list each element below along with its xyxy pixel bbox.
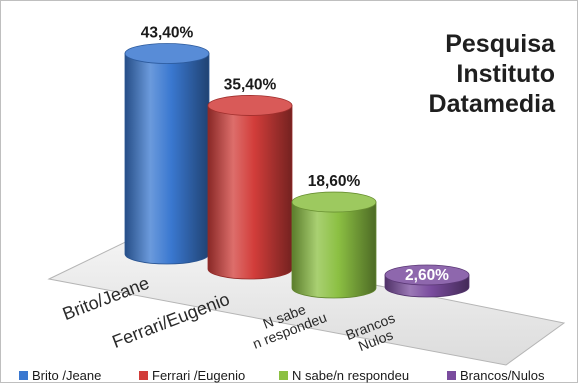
- legend-swatch: [279, 371, 288, 380]
- chart-legend: Brito /Jeane Ferrari /Eugenio N sabe/n res…: [19, 368, 545, 383]
- bars-layer: 43,40% 35,40% 18,60% 2,60%: [124, 24, 470, 299]
- chart-title-line: Instituto: [456, 60, 555, 88]
- bar-top: [207, 95, 293, 116]
- legend-swatch: [19, 371, 28, 380]
- value-label: 35,40%: [224, 76, 277, 93]
- legend-swatch: [447, 371, 456, 380]
- bar-3: 2,60%: [384, 264, 470, 298]
- chart-title-line: Datamedia: [429, 90, 557, 118]
- value-label: 18,60%: [308, 173, 361, 190]
- bar-0: 43,40%: [124, 24, 210, 265]
- bar-body: [124, 53, 210, 265]
- legend-label: N sabe/n respondeu: [292, 368, 409, 383]
- legend-swatch: [139, 371, 148, 380]
- legend-item: N sabe/n respondeu: [279, 368, 409, 383]
- bar-2: 18,60%: [291, 173, 377, 299]
- chart-title-line: Pesquisa: [445, 30, 556, 58]
- legend-item: Brito /Jeane: [19, 368, 101, 383]
- value-label: 43,40%: [141, 24, 194, 41]
- legend-item: Brancos/Nulos: [447, 368, 545, 383]
- bar-1: 35,40%: [207, 76, 293, 280]
- bar-top: [384, 264, 470, 286]
- legend-item: Ferrari /Eugenio: [139, 368, 245, 383]
- legend-label: Brancos/Nulos: [460, 368, 545, 383]
- chart-floor: [47, 236, 566, 366]
- legend-label: Ferrari /Eugenio: [152, 368, 245, 383]
- legend-label: Brito /Jeane: [32, 368, 101, 383]
- bar-top: [291, 191, 377, 213]
- bar-body: [291, 201, 377, 299]
- bar-top: [124, 43, 210, 64]
- bar-body: [207, 105, 293, 280]
- value-label: 2,60%: [405, 267, 449, 284]
